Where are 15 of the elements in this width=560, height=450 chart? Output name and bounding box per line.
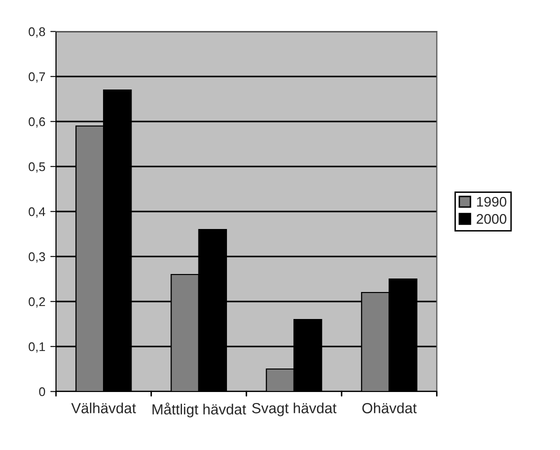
y-tick-label: 0,3 <box>28 252 46 263</box>
y-tick-label: 0,8 <box>28 27 46 38</box>
y-tick-label: 0,2 <box>28 297 45 308</box>
legend-label: 2000 <box>476 214 506 224</box>
x-tick-label: Måttligt hävdat <box>152 402 246 418</box>
y-tick-label: 0,7 <box>28 72 45 83</box>
x-tick-label: Svagt hävdat <box>252 402 336 416</box>
x-tick-label: Ohävdat <box>362 402 417 414</box>
x-tick-label: Välhävdat <box>71 402 136 414</box>
y-tick-label: 0,4 <box>28 207 46 218</box>
y-tick-label: 0,1 <box>28 342 45 353</box>
y-tick-label: 0,5 <box>28 162 46 173</box>
y-tick-label: 0 <box>39 387 46 396</box>
y-tick-label: 0,6 <box>28 117 46 128</box>
legend-label: 1990 <box>477 196 506 207</box>
